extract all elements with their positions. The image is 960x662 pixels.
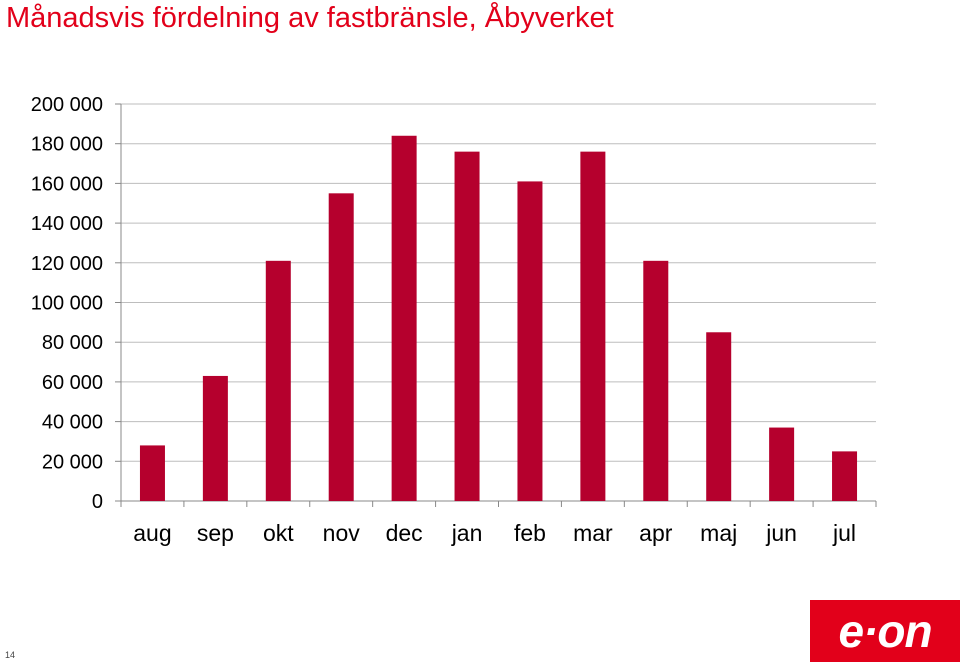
y-tick-label: 80 000: [42, 332, 103, 354]
bar-maj: [706, 332, 732, 501]
x-tick-label-jan: jan: [451, 520, 483, 546]
x-tick-label-okt: okt: [263, 520, 294, 546]
bar-mar: [580, 151, 606, 501]
chart-title: Månadsvis fördelning av fastbränsle, Åby…: [6, 2, 614, 34]
bar-chart: 0 20 000 40 000 60 000 80 000 100 000 120 000 1…: [31, 94, 877, 546]
x-tick-label-feb: feb: [514, 520, 546, 546]
x-tick-label-sep: sep: [197, 520, 234, 546]
eon-logo: e·on: [810, 600, 960, 662]
y-tick-label: 140 000: [31, 213, 103, 235]
bar-nov: [328, 193, 354, 501]
bar-okt: [265, 260, 291, 501]
bar-jan: [454, 151, 480, 501]
x-tick-label-mar: mar: [573, 520, 613, 546]
gridlines: [121, 103, 876, 462]
x-tick-labels: aug sep okt nov dec jan feb mar apr maj jun jul: [133, 520, 856, 546]
y-tick-label: 100 000: [31, 293, 103, 315]
bar-dec: [391, 135, 417, 501]
x-tick-label-aug: aug: [133, 520, 171, 546]
bar-sep: [202, 375, 228, 501]
y-tick-label: 200 000: [31, 94, 103, 116]
y-tick-label: 40 000: [42, 412, 103, 434]
bar-feb: [517, 181, 543, 502]
x-tick-label-maj: maj: [700, 520, 737, 546]
bar-apr: [643, 260, 669, 501]
y-tick-label: 160 000: [31, 173, 103, 195]
x-tick-label-jun: jun: [765, 520, 797, 546]
y-tick-label: 120 000: [31, 253, 103, 275]
x-tick-label-dec: dec: [386, 520, 423, 546]
axes: [115, 103, 877, 507]
page-number: 14: [5, 650, 16, 660]
y-tick-label: 0: [92, 491, 103, 513]
bars: [139, 135, 858, 502]
eon-logo-text: e·on: [838, 605, 932, 657]
x-tick-label-nov: nov: [323, 520, 361, 546]
x-tick-label-jul: jul: [832, 520, 856, 546]
y-tick-label: 180 000: [31, 134, 103, 156]
y-tick-labels: 0 20 000 40 000 60 000 80 000 100 000 120 000 1…: [31, 94, 103, 513]
y-tick-label: 20 000: [42, 451, 103, 473]
bar-jun: [769, 427, 795, 501]
bar-jul: [832, 451, 858, 501]
x-tick-label-apr: apr: [639, 520, 673, 546]
bar-aug: [139, 445, 165, 501]
y-tick-label: 60 000: [42, 372, 103, 394]
